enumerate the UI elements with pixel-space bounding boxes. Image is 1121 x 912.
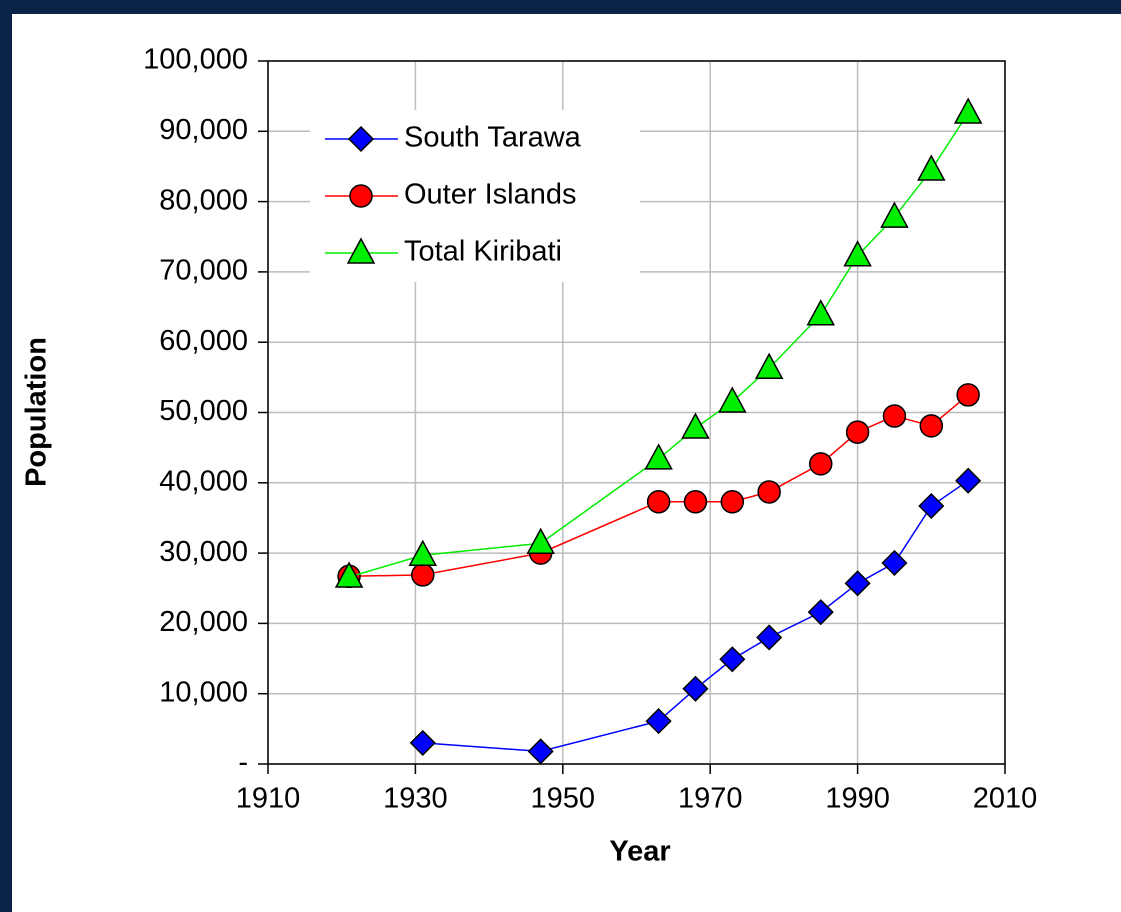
y-tick-label: 100,000 — [143, 44, 248, 76]
marker — [844, 570, 871, 597]
marker — [334, 561, 364, 588]
marker — [720, 490, 745, 514]
y-tick-label: 30,000 — [159, 536, 248, 568]
y-tick-label: 60,000 — [159, 325, 248, 357]
marker — [953, 97, 983, 124]
marker — [881, 549, 908, 577]
x-tick-label: 1950 — [531, 783, 596, 815]
marker — [843, 240, 872, 267]
marker — [757, 480, 781, 504]
marker — [347, 125, 375, 153]
marker — [646, 490, 671, 514]
series-line — [348, 112, 969, 578]
y-tick-label: 70,000 — [159, 255, 248, 287]
marker — [956, 383, 980, 407]
marker — [526, 527, 555, 555]
marker — [807, 599, 834, 626]
marker — [408, 539, 438, 566]
marker — [918, 492, 945, 520]
marker — [882, 404, 907, 428]
marker — [917, 154, 946, 181]
legend-label: South Tarawa — [404, 122, 582, 154]
marker — [683, 490, 708, 514]
x-tick-label: 1910 — [236, 783, 301, 815]
plot-frame — [267, 60, 1006, 765]
plot — [334, 97, 983, 765]
x-axis-title: Year — [609, 836, 670, 868]
marker — [880, 201, 909, 228]
marker — [645, 708, 672, 735]
y-tick-label: - — [238, 747, 248, 779]
marker — [845, 420, 870, 444]
y-tick-label: 50,000 — [159, 395, 248, 427]
marker — [756, 624, 783, 651]
x-tick-label: 1970 — [678, 783, 743, 815]
x-tick-label: 2010 — [973, 783, 1038, 815]
marker — [806, 299, 836, 326]
marker — [527, 738, 554, 765]
y-tick-label: 20,000 — [159, 606, 248, 638]
y-tick-label: 10,000 — [159, 676, 248, 708]
marker — [718, 386, 747, 413]
marker — [681, 412, 710, 439]
y-tick-label: 40,000 — [159, 465, 248, 497]
legend-label: Total Kiribati — [404, 236, 562, 268]
marker — [346, 237, 376, 264]
marker — [411, 563, 435, 587]
marker — [682, 675, 709, 702]
marker — [919, 414, 944, 438]
marker — [955, 467, 982, 494]
y-tick-label: 90,000 — [159, 114, 248, 146]
marker — [719, 646, 746, 673]
y-tick-label: 80,000 — [159, 184, 248, 216]
x-tick-label: 1930 — [383, 783, 448, 815]
marker — [409, 729, 436, 756]
legend: South Tarawa Outer Islands Total Kiribati — [310, 110, 640, 282]
marker — [754, 352, 784, 379]
marker — [809, 452, 833, 476]
marker — [644, 443, 673, 470]
x-tick-label: 1990 — [825, 783, 890, 815]
y-axis-title: Population — [21, 337, 53, 487]
marker — [349, 184, 373, 208]
legend-label: Outer Islands — [404, 179, 576, 211]
